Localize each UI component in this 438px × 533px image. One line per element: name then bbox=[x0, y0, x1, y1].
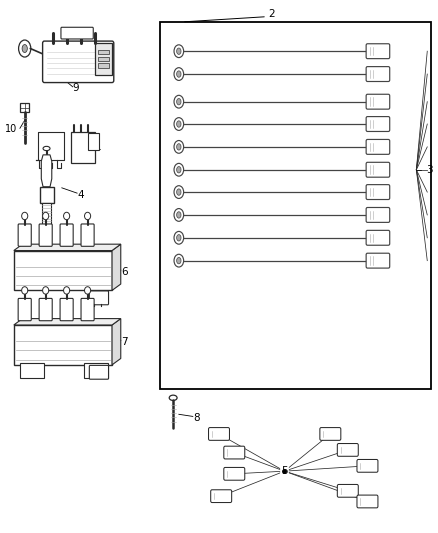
Ellipse shape bbox=[177, 71, 181, 77]
Bar bbox=[20, 364, 44, 378]
Text: 4: 4 bbox=[77, 190, 84, 200]
FancyBboxPatch shape bbox=[366, 44, 390, 59]
FancyBboxPatch shape bbox=[357, 495, 378, 508]
FancyBboxPatch shape bbox=[60, 224, 73, 246]
Polygon shape bbox=[42, 203, 51, 227]
Ellipse shape bbox=[174, 185, 184, 198]
Circle shape bbox=[85, 287, 91, 294]
FancyBboxPatch shape bbox=[320, 427, 341, 440]
Text: 7: 7 bbox=[121, 337, 127, 347]
Circle shape bbox=[64, 287, 70, 294]
Bar bbox=[95, 43, 112, 75]
Text: 9: 9 bbox=[73, 83, 79, 93]
Bar bbox=[98, 56, 109, 61]
Ellipse shape bbox=[177, 121, 181, 127]
FancyBboxPatch shape bbox=[89, 291, 109, 305]
Text: 3: 3 bbox=[426, 165, 433, 175]
Ellipse shape bbox=[177, 212, 181, 218]
FancyBboxPatch shape bbox=[211, 490, 232, 503]
Polygon shape bbox=[112, 244, 121, 290]
FancyBboxPatch shape bbox=[208, 427, 230, 440]
FancyBboxPatch shape bbox=[39, 224, 52, 246]
FancyBboxPatch shape bbox=[81, 298, 94, 321]
Bar bbox=[14, 251, 112, 290]
Ellipse shape bbox=[174, 254, 184, 267]
FancyBboxPatch shape bbox=[224, 467, 245, 480]
Ellipse shape bbox=[43, 147, 50, 151]
FancyBboxPatch shape bbox=[366, 230, 390, 245]
Polygon shape bbox=[14, 244, 121, 251]
Text: 1: 1 bbox=[95, 142, 101, 152]
FancyBboxPatch shape bbox=[366, 94, 390, 109]
Polygon shape bbox=[14, 319, 121, 325]
Ellipse shape bbox=[177, 189, 181, 195]
Ellipse shape bbox=[177, 257, 181, 264]
Circle shape bbox=[42, 287, 49, 294]
FancyBboxPatch shape bbox=[337, 484, 358, 497]
FancyBboxPatch shape bbox=[366, 184, 390, 199]
Ellipse shape bbox=[18, 40, 31, 57]
FancyBboxPatch shape bbox=[39, 298, 52, 321]
Bar bbox=[20, 103, 29, 112]
Ellipse shape bbox=[174, 141, 184, 154]
Ellipse shape bbox=[177, 48, 181, 54]
Text: 6: 6 bbox=[121, 267, 127, 277]
Ellipse shape bbox=[174, 45, 184, 58]
FancyBboxPatch shape bbox=[81, 224, 94, 246]
Polygon shape bbox=[41, 155, 52, 187]
FancyBboxPatch shape bbox=[366, 67, 390, 82]
Ellipse shape bbox=[22, 45, 27, 53]
Bar bbox=[88, 133, 99, 150]
FancyBboxPatch shape bbox=[357, 459, 378, 472]
Bar bbox=[14, 325, 112, 365]
FancyBboxPatch shape bbox=[366, 253, 390, 268]
Ellipse shape bbox=[177, 144, 181, 150]
FancyBboxPatch shape bbox=[18, 298, 31, 321]
Circle shape bbox=[85, 212, 91, 220]
Circle shape bbox=[21, 287, 28, 294]
Circle shape bbox=[21, 212, 28, 220]
Text: 8: 8 bbox=[193, 413, 199, 423]
Ellipse shape bbox=[177, 166, 181, 173]
FancyBboxPatch shape bbox=[61, 27, 93, 39]
Ellipse shape bbox=[169, 395, 177, 400]
Ellipse shape bbox=[174, 68, 184, 80]
FancyBboxPatch shape bbox=[42, 41, 114, 83]
FancyBboxPatch shape bbox=[366, 140, 390, 155]
Polygon shape bbox=[112, 319, 121, 365]
FancyBboxPatch shape bbox=[366, 163, 390, 177]
Circle shape bbox=[64, 212, 70, 220]
Ellipse shape bbox=[174, 95, 184, 108]
FancyBboxPatch shape bbox=[337, 443, 358, 456]
Bar bbox=[39, 187, 53, 203]
FancyBboxPatch shape bbox=[60, 298, 73, 321]
Bar bbox=[98, 63, 109, 68]
Ellipse shape bbox=[174, 118, 184, 131]
Ellipse shape bbox=[174, 231, 184, 244]
Text: 5: 5 bbox=[281, 466, 288, 476]
FancyBboxPatch shape bbox=[89, 366, 109, 379]
FancyBboxPatch shape bbox=[366, 207, 390, 222]
Circle shape bbox=[42, 212, 49, 220]
Ellipse shape bbox=[177, 99, 181, 105]
Ellipse shape bbox=[174, 164, 184, 176]
Text: 2: 2 bbox=[268, 9, 275, 19]
FancyBboxPatch shape bbox=[224, 446, 245, 459]
Ellipse shape bbox=[174, 208, 184, 221]
Bar bbox=[160, 22, 431, 389]
Bar bbox=[98, 50, 109, 54]
FancyBboxPatch shape bbox=[366, 117, 390, 132]
FancyBboxPatch shape bbox=[18, 224, 31, 246]
Text: 10: 10 bbox=[5, 124, 18, 134]
Ellipse shape bbox=[177, 235, 181, 241]
Bar bbox=[71, 132, 95, 163]
Bar bbox=[84, 364, 108, 378]
